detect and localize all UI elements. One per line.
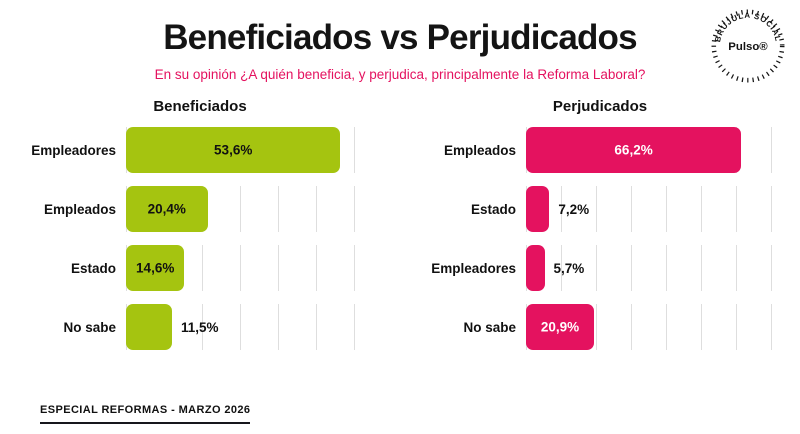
chart-beneficiados: Beneficiados Empleadores 53,6% Empleados… — [14, 98, 386, 350]
category-label: No sabe — [63, 319, 116, 335]
value-label: 11,5% — [181, 319, 219, 335]
category-label: Empleadores — [431, 260, 516, 276]
value-label: 7,2% — [558, 201, 590, 217]
plot-area: 53,6% — [126, 127, 386, 173]
plot-area: 20,4% — [126, 186, 386, 232]
plot-area: 5,7% — [526, 245, 786, 291]
bar-estado — [526, 186, 550, 232]
bar-row: Estado 7,2% — [414, 186, 786, 232]
category-label: Empleados — [443, 142, 516, 158]
value-label: 5,7% — [553, 260, 585, 276]
category-label: Estado — [470, 201, 516, 217]
category-label: No sabe — [463, 319, 516, 335]
plot-area: 7,2% — [526, 186, 786, 232]
bar-row: Empleados 20,4% — [14, 186, 386, 232]
value-label: 20,4% — [147, 201, 186, 217]
plot-area: 14,6% — [126, 245, 386, 291]
charts-area: Beneficiados Empleadores 53,6% Empleados… — [0, 98, 800, 350]
plot-area: 66,2% — [526, 127, 786, 173]
chart-perjudicados: Perjudicados Empleados 66,2% Estado 7,2%… — [414, 98, 786, 350]
pulso-brujula-social-logo: BRUJULA SOCIAL Pulso® — [711, 9, 785, 83]
svg-text:BRUJULA SOCIAL: BRUJULA SOCIAL — [713, 11, 783, 43]
bar-estado: 14,6% — [126, 245, 185, 291]
chart-title-beneficiados: Beneficiados — [153, 98, 247, 115]
bar-row: Empleadores 5,7% — [414, 245, 786, 291]
value-label: 66,2% — [614, 142, 653, 158]
value-label: 14,6% — [136, 260, 175, 276]
bar-empleados: 66,2% — [526, 127, 742, 173]
category-label: Empleadores — [31, 142, 116, 158]
page-title: Beneficiados vs Perjudicados — [163, 18, 637, 57]
bar-empleadores: 53,6% — [126, 127, 341, 173]
bar-empleadores — [526, 245, 545, 291]
footer-caption: ESPECIAL REFORMAS - MARZO 2026 — [40, 404, 251, 424]
logo-brand-text: Pulso® — [728, 41, 768, 53]
bar-row: Empleados 66,2% — [414, 127, 786, 173]
value-label: 53,6% — [214, 142, 253, 158]
logo-ring-text: BRUJULA SOCIAL — [713, 11, 782, 43]
category-label: Estado — [70, 260, 116, 276]
bar-row: Estado 14,6% — [14, 245, 386, 291]
header: Beneficiados vs Perjudicados En su opini… — [0, 0, 800, 82]
plot-area: 11,5% — [126, 304, 386, 350]
logo-tick-ring — [711, 9, 785, 83]
plot-area: 20,9% — [526, 304, 786, 350]
bar-empleados: 20,4% — [126, 186, 208, 232]
bar-row: No sabe 11,5% — [14, 304, 386, 350]
category-label: Empleados — [43, 201, 116, 217]
chart-title-perjudicados: Perjudicados — [552, 98, 648, 115]
page-subtitle: En su opinión ¿A quién beneficia, y perj… — [154, 67, 646, 82]
bar-no-sabe — [126, 304, 172, 350]
bar-row: No sabe 20,9% — [414, 304, 786, 350]
bar-row: Empleadores 53,6% — [14, 127, 386, 173]
bar-no-sabe: 20,9% — [526, 304, 594, 350]
value-label: 20,9% — [540, 319, 580, 335]
